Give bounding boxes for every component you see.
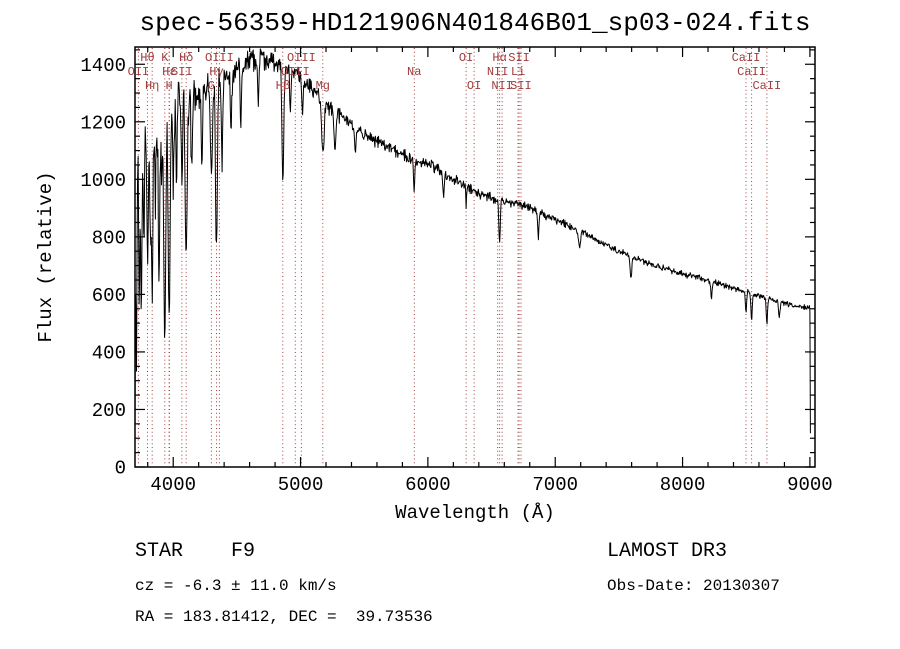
spectral-line-label: Hθ [140, 51, 154, 65]
y-tick-label: 400 [92, 342, 126, 364]
spectral-line-label: OIII [281, 65, 310, 79]
spectral-line-label: CaII [732, 51, 761, 65]
spectral-line-label: G [208, 79, 215, 93]
survey-release-text: LAMOST DR3 [607, 540, 728, 563]
object-class-text: STAR F9 [135, 540, 256, 563]
x-tick-label: 9000 [787, 474, 833, 496]
x-tick-label: 7000 [532, 474, 578, 496]
spectral-line-label: Hδ [179, 51, 193, 65]
spectrum-path [134, 48, 811, 434]
spectral-line-label: Na [407, 65, 421, 79]
spectral-line-label: Li [511, 65, 525, 79]
y-tick-label: 1400 [80, 55, 126, 77]
plot-title: spec-56359-HD121906N401846B01_sp03-024.f… [139, 8, 811, 38]
x-axis-label: Wavelength (Å) [395, 502, 555, 524]
y-tick-label: 1000 [80, 170, 126, 192]
spectral-line-label: SII [171, 65, 193, 79]
radial-velocity-text: cz = -6.3 ± 11.0 km/s [135, 577, 337, 595]
y-tick-label: 200 [92, 400, 126, 422]
spectral-line-label: Hα [492, 51, 506, 65]
y-tick-label: 600 [92, 285, 126, 307]
x-tick-label: 6000 [405, 474, 451, 496]
spectral-line-label: OI [459, 51, 473, 65]
spectral-line-label: CaII [737, 65, 766, 79]
spectral-line-label: Hβ [276, 79, 290, 93]
y-tick-label: 800 [92, 227, 126, 249]
y-tick-label: 0 [115, 458, 126, 480]
x-tick-label: 5000 [278, 474, 324, 496]
spectral-line-label: K [161, 51, 169, 65]
spectral-line-label: OIII [287, 51, 316, 65]
spectral-line-label: Mg [316, 79, 330, 93]
x-tick-label: 8000 [660, 474, 706, 496]
spectral-line-label: NII [491, 79, 513, 93]
spectral-line-label: CaII [752, 79, 781, 93]
spectral-line-label: SII [510, 79, 532, 93]
spectral-line-label: OIII [205, 51, 234, 65]
ra-dec-text: RA = 183.81412, DEC = 39.73536 [135, 608, 433, 626]
spectral-line-label: SII [508, 51, 530, 65]
x-tick-label: 4000 [150, 474, 196, 496]
spectral-line-label: OI [467, 79, 481, 93]
spectral-line-label: NII [487, 65, 509, 79]
obs-date-text: Obs-Date: 20130307 [607, 577, 780, 595]
spectral-line-label: Hε [162, 65, 176, 79]
spectral-line-label: Hγ [209, 65, 223, 79]
spectral-line-label: Hη [145, 79, 159, 93]
spectral-line-label: H [166, 79, 173, 93]
y-axis-label: Flux (relative) [35, 171, 57, 343]
spectral-line-label: OII [128, 65, 150, 79]
y-tick-label: 1200 [80, 112, 126, 134]
plot-box [134, 46, 816, 468]
